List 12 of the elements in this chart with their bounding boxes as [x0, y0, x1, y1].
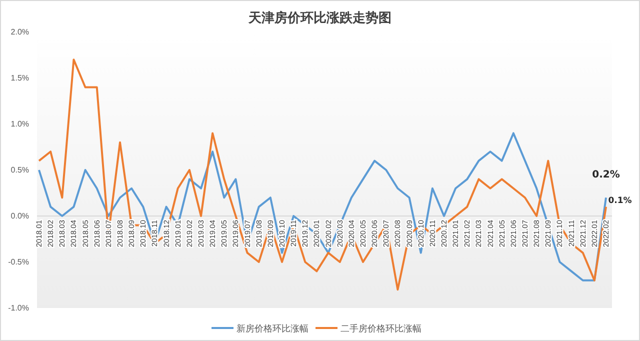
y-tick-label: 1.0% — [10, 120, 29, 129]
y-tick-label: 0.0% — [10, 212, 29, 221]
data-label: 0.1% — [608, 196, 632, 206]
y-tick-label: 0.5% — [10, 166, 29, 175]
data-label: 0.2% — [592, 170, 620, 181]
y-tick-label: -0.5% — [8, 258, 29, 267]
legend-label: 二手房价格环比涨幅 — [340, 324, 422, 334]
chart-title: 天津房价环比涨跌走势图 — [248, 10, 392, 26]
legend-label: 新房价格环比涨幅 — [236, 324, 308, 334]
y-tick-label: 2.0% — [10, 28, 29, 37]
y-tick-label: -1.0% — [8, 304, 29, 313]
y-tick-label: 1.5% — [10, 74, 29, 83]
